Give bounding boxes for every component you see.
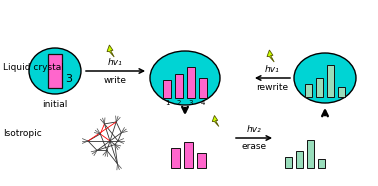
Text: write: write [104,76,127,85]
Bar [163,80,171,98]
Text: Isotropic: Isotropic [3,129,42,139]
Bar [197,153,206,168]
Polygon shape [107,45,114,57]
Text: 1: 1 [165,100,169,106]
Text: rewrite: rewrite [256,83,288,92]
Text: hv₁: hv₁ [108,58,123,67]
Ellipse shape [294,53,356,103]
Bar [175,74,183,98]
Bar [338,87,345,97]
Bar [327,65,334,97]
Text: Liquid crystal: Liquid crystal [3,63,64,73]
Bar [170,148,180,168]
Ellipse shape [150,51,220,105]
Text: 3: 3 [189,100,193,106]
Text: 2: 2 [177,100,181,106]
Bar [305,84,312,97]
Polygon shape [267,50,274,62]
Bar [316,78,323,97]
Bar [48,54,62,88]
Text: hv₁: hv₁ [265,65,280,74]
Bar [199,78,207,98]
Text: 3: 3 [65,74,72,84]
Text: 4: 4 [201,100,205,106]
Bar [285,157,292,168]
Bar [296,151,303,168]
Text: initial: initial [42,100,68,109]
Bar [307,140,314,168]
Ellipse shape [29,48,81,94]
Polygon shape [212,116,219,126]
Bar [183,142,192,168]
Text: erase: erase [242,142,266,151]
Bar [318,159,325,168]
Text: hv₂: hv₂ [246,125,261,134]
Bar [187,67,195,98]
